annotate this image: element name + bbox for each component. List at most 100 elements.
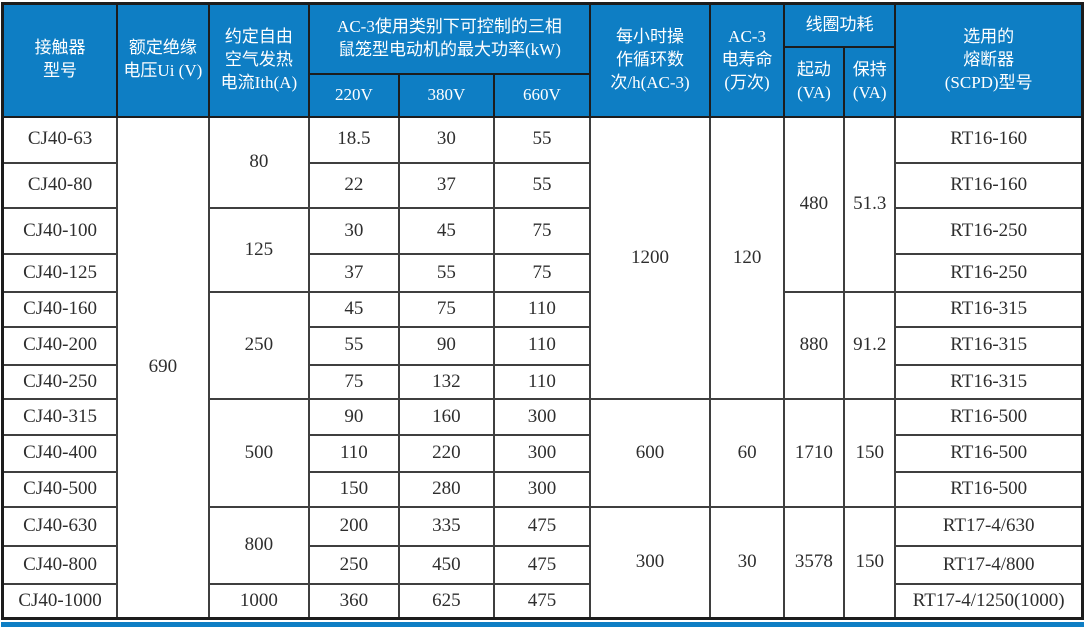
life-cell: 120 <box>709 115 785 401</box>
model-cell: CJ40-125 <box>1 252 119 294</box>
power-660-cell: 75 <box>493 252 591 294</box>
power-380-cell: 160 <box>397 398 496 436</box>
power-220-cell: 75 <box>308 363 400 401</box>
insulation-voltage-cell: 690 <box>116 115 210 620</box>
coil-hold-cell: 150 <box>843 506 897 620</box>
power-380-cell: 335 <box>397 506 496 547</box>
coil-hold-cell: 150 <box>843 398 897 509</box>
table-row: CJ40-100 125 30 45 75 RT16-250 <box>1 207 1084 294</box>
power-380-cell: 280 <box>397 470 496 509</box>
power-380-cell: 30 <box>397 115 496 164</box>
header-coil-power-group: 线圈功耗 <box>782 2 897 48</box>
model-cell: CJ40-800 <box>1 544 119 586</box>
model-cell: CJ40-160 <box>1 291 119 328</box>
table-body: CJ40-63 690 80 18.5 30 55 1200 120 480 5… <box>1 115 1084 620</box>
fuse-cell: RT16-160 <box>894 161 1084 210</box>
table-row: CJ40-400 110 220 300 RT16-500 <box>1 433 1084 473</box>
fuse-cell: RT16-500 <box>894 433 1084 473</box>
fuse-cell: RT16-500 <box>894 470 1084 509</box>
header-thermal-current: 约定自由 空气发热 电流Ith(A) <box>207 2 311 118</box>
model-cell: CJ40-200 <box>1 325 119 366</box>
header-power-group: AC-3使用类别下可控制的三相 鼠笼型电动机的最大功率(kW) <box>308 2 591 75</box>
table-row: CJ40-200 55 90 110 RT16-315 <box>1 325 1084 366</box>
power-660-cell: 75 <box>493 207 591 255</box>
power-660-cell: 110 <box>493 291 591 328</box>
coil-start-cell: 480 <box>782 115 846 294</box>
header-cycles: 每小时操 作循环数 次/h(AC-3) <box>588 2 712 118</box>
table-row: CJ40-500 150 280 300 RT16-500 <box>1 470 1084 509</box>
model-cell: CJ40-400 <box>1 433 119 473</box>
fuse-cell: RT16-315 <box>894 363 1084 401</box>
coil-hold-cell: 91.2 <box>843 291 897 401</box>
table-row: CJ40-630 800 200 335 475 300 30 3578 150… <box>1 506 1084 620</box>
fuse-cell: RT16-250 <box>894 252 1084 294</box>
power-660-cell: 300 <box>493 433 591 473</box>
power-660-cell: 110 <box>493 325 591 366</box>
power-220-cell: 360 <box>308 583 400 620</box>
power-380-cell: 55 <box>397 252 496 294</box>
table-header: 接触器 型号 额定绝缘 电压Ui (V) 约定自由 空气发热 电流Ith(A) … <box>1 2 1084 118</box>
header-220v: 220V <box>308 72 400 118</box>
coil-start-cell: 880 <box>782 291 846 401</box>
model-cell: CJ40-630 <box>1 506 119 547</box>
power-660-cell: 55 <box>493 115 591 164</box>
power-380-cell: 220 <box>397 433 496 473</box>
table-row: CJ40-1000 1000 360 625 475 RT17-4/1250(1… <box>1 583 1084 620</box>
header-electrical-life: AC-3 电寿命 (万次) <box>709 2 785 118</box>
ith-cell: 80 <box>207 115 311 210</box>
power-660-cell: 475 <box>493 544 591 586</box>
power-660-cell: 475 <box>493 583 591 620</box>
fuse-cell: RT16-315 <box>894 291 1084 328</box>
fuse-cell: RT16-160 <box>894 115 1084 164</box>
power-660-cell: 300 <box>493 470 591 509</box>
fuse-cell: RT17-4/1250(1000) <box>894 583 1084 620</box>
header-coil-hold: 保持 (VA) <box>843 45 897 118</box>
life-cell: 30 <box>709 506 785 620</box>
model-cell: CJ40-100 <box>1 207 119 255</box>
power-220-cell: 200 <box>308 506 400 547</box>
coil-hold-cell: 51.3 <box>843 115 897 294</box>
life-cell: 60 <box>709 398 785 509</box>
model-cell: CJ40-500 <box>1 470 119 509</box>
ith-cell: 250 <box>207 291 311 401</box>
power-380-cell: 450 <box>397 544 496 586</box>
header-660v: 660V <box>493 72 591 118</box>
power-660-cell: 110 <box>493 363 591 401</box>
cycles-cell: 1200 <box>588 115 712 401</box>
power-380-cell: 90 <box>397 325 496 366</box>
table-row: CJ40-80 22 37 55 RT16-160 <box>1 161 1084 210</box>
table-row: CJ40-63 690 80 18.5 30 55 1200 120 480 5… <box>1 115 1084 620</box>
power-220-cell: 45 <box>308 291 400 328</box>
power-220-cell: 30 <box>308 207 400 255</box>
fuse-cell: RT16-250 <box>894 207 1084 255</box>
power-220-cell: 90 <box>308 398 400 436</box>
header-model: 接触器 型号 <box>1 2 119 118</box>
ith-cell: 500 <box>207 398 311 509</box>
table-row: CJ40-800 250 450 475 RT17-4/800 <box>1 544 1084 586</box>
bottom-accent-strip <box>1 622 1084 627</box>
fuse-cell: RT17-4/800 <box>894 544 1084 586</box>
power-220-cell: 55 <box>308 325 400 366</box>
power-660-cell: 300 <box>493 398 591 436</box>
power-220-cell: 18.5 <box>308 115 400 164</box>
coil-start-cell: 3578 <box>782 506 846 620</box>
fuse-cell: RT16-315 <box>894 325 1084 366</box>
cycles-cell: 300 <box>588 506 712 620</box>
model-cell: CJ40-250 <box>1 363 119 401</box>
power-380-cell: 45 <box>397 207 496 255</box>
power-220-cell: 250 <box>308 544 400 586</box>
coil-start-cell: 1710 <box>782 398 846 509</box>
power-220-cell: 110 <box>308 433 400 473</box>
power-660-cell: 475 <box>493 506 591 547</box>
header-insulation-voltage: 额定绝缘 电压Ui (V) <box>116 2 210 118</box>
power-380-cell: 132 <box>397 363 496 401</box>
header-fuse: 选用的 熔断器 (SCPD)型号 <box>894 2 1084 118</box>
model-cell: CJ40-1000 <box>1 583 119 620</box>
model-cell: CJ40-315 <box>1 398 119 436</box>
power-220-cell: 22 <box>308 161 400 210</box>
fuse-cell: RT17-4/630 <box>894 506 1084 547</box>
model-cell: CJ40-63 <box>1 115 119 164</box>
power-220-cell: 37 <box>308 252 400 294</box>
